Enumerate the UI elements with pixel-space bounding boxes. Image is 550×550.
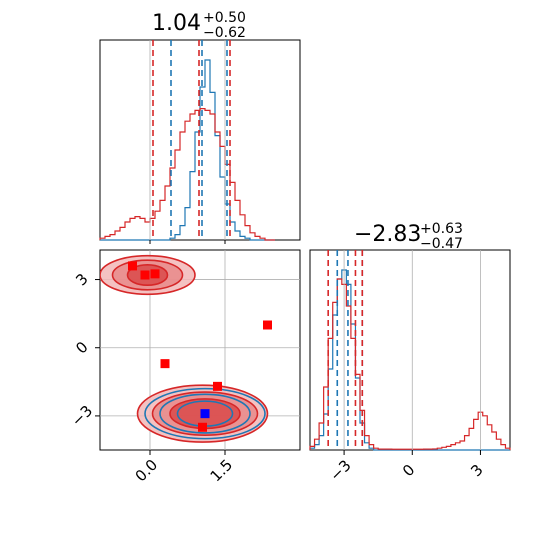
joint-blue-contour-1 bbox=[159, 393, 251, 434]
joint-red-point-2 bbox=[150, 269, 160, 279]
joint-p0-p1-panel bbox=[99, 249, 301, 451]
title-p1-median: −2.83 bbox=[354, 222, 421, 247]
marginal-p1-frame bbox=[309, 249, 511, 451]
joint-blue-point-0 bbox=[200, 409, 210, 419]
joint-ytick-label-1: 0 bbox=[72, 338, 91, 357]
joint-red-point-0 bbox=[128, 261, 137, 271]
joint-layer bbox=[100, 250, 300, 450]
title-p0-median: 1.04 bbox=[152, 11, 201, 36]
marginal-p1-hist-red bbox=[309, 278, 511, 450]
joint-xtick-label-0: 0.0 bbox=[132, 456, 162, 486]
title-p0-plus: +0.50 bbox=[203, 10, 246, 26]
marginal-p0-layer bbox=[99, 40, 275, 241]
joint-red-point-1 bbox=[140, 270, 150, 280]
marginal-p1-hist-blue bbox=[309, 269, 510, 451]
marginal-p1-xtick-label-2: 3 bbox=[467, 461, 486, 480]
joint-xtick-label-1: 1.5 bbox=[207, 456, 237, 486]
title-p1-plus: +0.63 bbox=[420, 221, 463, 237]
joint-ytick-label-0: −3 bbox=[68, 402, 96, 430]
marginal-p1-layer bbox=[309, 250, 511, 451]
marginal-p0-hist-blue bbox=[100, 59, 275, 241]
marginal-p0-panel bbox=[99, 39, 301, 241]
joint-red-point-6 bbox=[198, 422, 207, 432]
joint-ytick-label-2: 3 bbox=[72, 270, 91, 289]
joint-content bbox=[100, 250, 300, 450]
joint-red-point-4 bbox=[160, 359, 170, 369]
joint-red-point-5 bbox=[213, 381, 222, 391]
marginal-p1-panel bbox=[309, 249, 511, 451]
marginal-p1-xtick-label-0: −3 bbox=[326, 456, 354, 484]
title-p0-minus: −0.62 bbox=[203, 25, 246, 41]
joint-blue-contour-2 bbox=[144, 387, 266, 440]
joint-frame bbox=[99, 249, 301, 451]
marginal-p0-hist-red bbox=[99, 108, 275, 241]
marginal-p1-xtick-label-1: 0 bbox=[399, 461, 418, 480]
joint-red-point-3 bbox=[263, 320, 272, 330]
marginal-p0-frame bbox=[99, 39, 301, 241]
title-p1-minus: −0.47 bbox=[420, 236, 463, 252]
